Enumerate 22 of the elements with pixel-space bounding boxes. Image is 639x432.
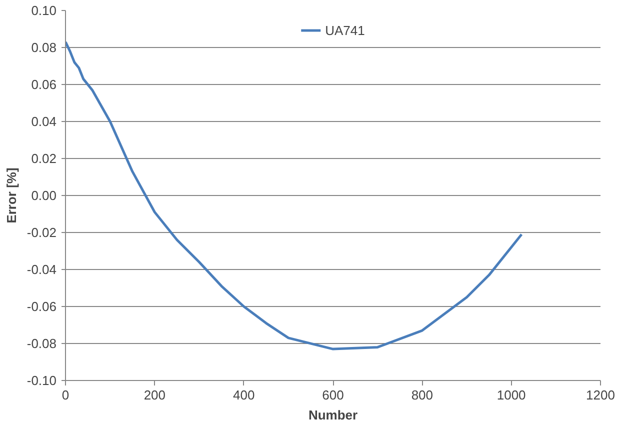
y-tick-label: -0.04: [26, 262, 57, 277]
x-tick-label: 200: [144, 388, 166, 402]
x-tick-label: 800: [411, 388, 434, 402]
y-tick-label: -0.10: [26, 373, 57, 388]
y-tick-label: 0.08: [31, 40, 57, 55]
y-tick-label: 0.06: [31, 77, 57, 92]
y-tick-label: 0.00: [31, 188, 57, 203]
x-tick-label: 1200: [586, 388, 615, 402]
x-tick-label: 600: [322, 388, 344, 402]
y-tick-label: 0.10: [31, 3, 57, 18]
x-tick-label: 1000: [496, 388, 526, 402]
legend-label: UA741: [325, 22, 365, 38]
y-tick-label: 0.04: [31, 114, 57, 129]
y-tick-label: 0.02: [31, 151, 57, 166]
x-tick-label: 400: [232, 388, 255, 402]
y-tick-label: -0.02: [26, 225, 57, 240]
x-axis-title: Number: [308, 408, 358, 422]
y-tick-label: -0.08: [26, 336, 57, 351]
y-axis-title: Error [%]: [4, 168, 19, 224]
x-tick-label: 0: [62, 388, 70, 402]
line-series: [66, 40, 523, 350]
y-tick-label: -0.06: [26, 299, 57, 314]
